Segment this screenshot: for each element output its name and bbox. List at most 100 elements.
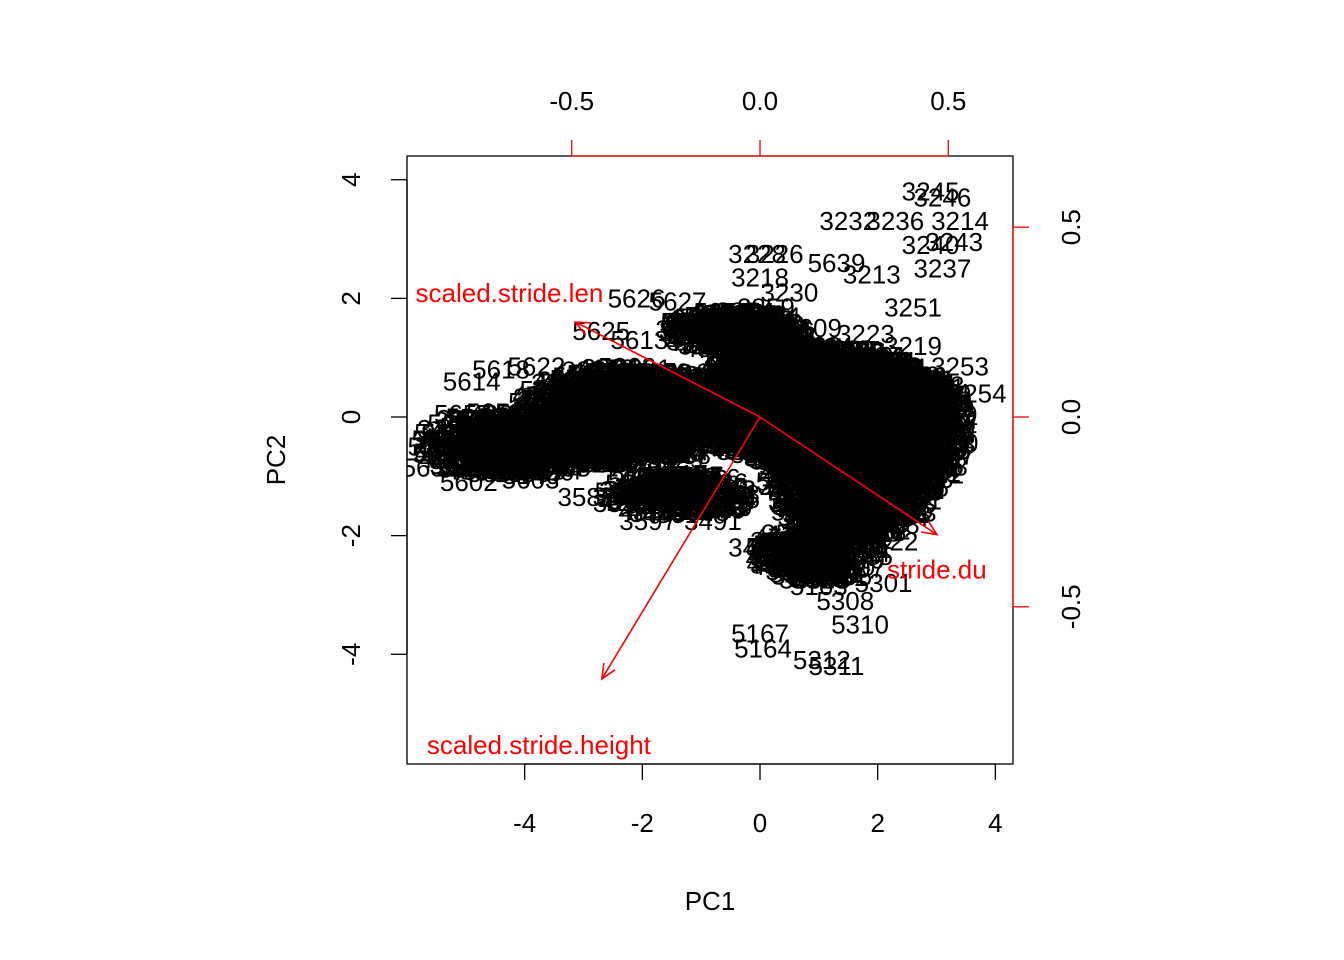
obs-label: 5168 [736, 377, 794, 407]
obs-label: 4808 [878, 395, 936, 425]
obs-label: 3061 [857, 404, 915, 434]
obs-label: 3959 [742, 346, 800, 376]
obs-label: 3435 [782, 377, 840, 407]
obs-label: 5158 [889, 393, 947, 423]
obs-label: 3014 [805, 432, 863, 462]
obs-label: 3606 [796, 370, 854, 400]
obs-label: 4401 [835, 398, 893, 428]
obs-label: 4700 [853, 408, 911, 438]
obs-label: 5358 [796, 351, 854, 381]
obs-label: 4765 [749, 441, 807, 471]
obs-label: 5480 [771, 355, 829, 385]
obs-label: 3805 [886, 388, 944, 418]
obs-label: 4969 [759, 338, 817, 368]
obs-label: 4923 [848, 358, 906, 388]
obs-label: 5497 [800, 350, 858, 380]
obs-label: 5608 [660, 307, 718, 337]
obs-label: 3510 [881, 411, 939, 441]
obs-label: 4783 [709, 414, 767, 444]
obs-label: 3491 [684, 506, 742, 536]
obs-label: 3894 [742, 370, 800, 400]
variable-label: stride.du [887, 555, 987, 585]
obs-label: 5637 [814, 433, 872, 463]
obs-label: 3879 [755, 390, 813, 420]
y-tick-label: 0 [336, 410, 366, 424]
obs-label: 3823 [782, 339, 840, 369]
obs-label: 4871 [842, 424, 900, 454]
obs-label: 5249 [811, 439, 869, 469]
obs-label: 4077 [724, 427, 782, 457]
obs-label: 4360 [751, 430, 809, 460]
obs-label: 5171 [787, 350, 845, 380]
obs-label: 4799 [684, 383, 742, 413]
obs-label: 4557 [754, 435, 812, 465]
obs-label: 3960 [854, 351, 912, 381]
obs-label: 4110 [758, 437, 814, 467]
obs-label: 3597 [619, 506, 677, 536]
obs-label: 3861 [725, 426, 783, 456]
obs-label: 4161 [809, 426, 867, 456]
x-tick-label: 0 [753, 808, 767, 838]
obs-label: 3633 [744, 339, 802, 369]
obs-label: 5078 [814, 376, 872, 406]
obs-label: 4956 [744, 371, 802, 401]
obs-label: 5065 [835, 437, 893, 467]
obs-label: 3422 [860, 527, 918, 557]
y-tick-label: -2 [336, 524, 366, 547]
obs-label: 5622 [507, 352, 565, 382]
obs-label: 4771 [783, 400, 841, 430]
obs-label: 4544 [729, 361, 787, 391]
obs-label: 5597 [884, 419, 942, 449]
obs-label: 4219 [735, 423, 793, 453]
obs-label: 5310 [831, 610, 889, 640]
obs-label: 3282 [761, 337, 819, 367]
obs-label: 4568 [719, 327, 777, 357]
obs-label: 4538 [766, 410, 824, 440]
obs-label: 3386 [765, 444, 823, 474]
obs-label: 4362 [754, 357, 812, 387]
obs-label: 3109 [779, 435, 837, 465]
obs-label: 3268 [742, 344, 800, 374]
obs-label: 3251 [884, 292, 942, 322]
obs-label: 5034 [863, 397, 921, 427]
obs-label: 3848 [886, 430, 944, 460]
obs-label: 3427 [805, 413, 863, 443]
obs-label: 3256 [913, 402, 971, 432]
y-tick-label: 2 [336, 291, 366, 305]
obs-label: 4539 [690, 390, 748, 420]
obs-label: 5164 [734, 633, 792, 663]
obs-label: 3015 [828, 399, 886, 429]
obs-label: 4690 [803, 435, 861, 465]
obs-label: 5457 [752, 397, 810, 427]
obs-label: 5602 [440, 467, 498, 497]
obs-label: 5617 [848, 361, 906, 391]
obs-label: 3880 [834, 423, 892, 453]
obs-label: 5487 [836, 379, 894, 409]
obs-label: 4643 [778, 386, 836, 416]
obs-label: 3038 [860, 416, 918, 446]
obs-label: 3957 [760, 438, 818, 468]
obs-label: 3776 [754, 438, 812, 468]
obs-label: 3911 [832, 435, 888, 465]
obs-label: 3056 [710, 423, 768, 453]
obs-label: 5609 [784, 313, 842, 343]
obs-label: 4049 [864, 400, 922, 430]
obs-label: 3705 [838, 375, 896, 405]
obs-label: 3623 [801, 350, 859, 380]
observation-points: 4707481749093911456551263300398854804157… [407, 177, 1007, 681]
secondary-x-tick-label: 0.5 [930, 86, 966, 116]
obs-label: 4415 [810, 419, 868, 449]
obs-label: 3121 [755, 383, 813, 413]
obs-label: 5680 [818, 374, 876, 404]
obs-label: 3183 [817, 416, 875, 446]
variable-label: scaled.stride.len [416, 278, 604, 308]
x-tick-label: 4 [988, 808, 1002, 838]
obs-label: 5094 [736, 341, 794, 371]
obs-label: 3300 [859, 430, 917, 460]
obs-label: 3757 [847, 389, 905, 419]
obs-label: 3299 [840, 431, 898, 461]
obs-label: 3213 [843, 260, 901, 290]
obs-label: 5479 [689, 387, 747, 417]
obs-label: 3988 [685, 381, 743, 411]
obs-label: 3115 [831, 411, 887, 441]
